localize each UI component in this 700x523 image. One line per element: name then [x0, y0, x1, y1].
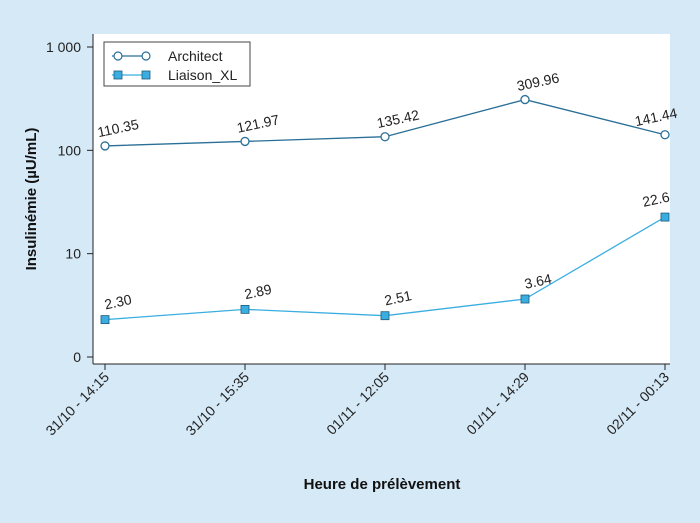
data-point-architect	[240, 136, 250, 147]
data-point-liaison-xl	[380, 311, 390, 321]
data-point-architect	[520, 94, 530, 105]
data-label-liaison-xl: 2.30	[103, 291, 133, 312]
legend-label-liaison: Liaison_XL	[168, 67, 237, 83]
y-tick-label: 100	[58, 142, 82, 158]
data-point-architect	[660, 130, 670, 140]
x-tick-label: 31/10 - 14:15	[42, 369, 112, 439]
x-tick-label: 31/10 - 15:35	[182, 369, 252, 439]
legend-marker-architect	[113, 51, 123, 61]
data-label-liaison-xl: 22.6	[641, 188, 671, 209]
y-tick-label: 10	[65, 246, 81, 262]
y-tick-label: 1 000	[46, 39, 81, 55]
legend-box	[103, 41, 251, 87]
x-ticks: 31/10 - 14:15 31/10 - 15:35 01/11 - 12:05 0…	[42, 364, 672, 438]
data-point-architect	[100, 141, 110, 151]
data-point-liaison-xl	[520, 294, 530, 304]
data-point-architect	[380, 132, 390, 142]
data-point-liaison-xl	[660, 212, 670, 222]
x-tick-label: 01/11 - 14:29	[463, 369, 532, 438]
x-tick-label: 01/11 - 12:05	[323, 369, 392, 438]
data-label-liaison-xl: 2.89	[243, 281, 273, 302]
data-point-liaison-xl	[100, 315, 110, 325]
data-label-liaison-xl: 2.51	[383, 287, 413, 308]
data-point-liaison-xl	[240, 304, 250, 314]
legend-label-architect: Architect	[168, 48, 223, 64]
x-tick-label: 02/11 - 00:13	[603, 369, 672, 438]
data-label-liaison-xl: 3.64	[523, 270, 553, 291]
legend: Architect Liaison_XL	[103, 41, 251, 87]
x-axis-title: Heure de prélèvement	[304, 476, 461, 493]
legend-marker-liaison-2	[141, 70, 151, 80]
y-tick-label: 0	[73, 349, 81, 365]
legend-marker-liaison	[113, 70, 123, 80]
y-axis-title: Insulinémie (µU/mL)	[23, 128, 40, 271]
plot-area	[93, 34, 670, 364]
legend-marker-architect-2	[141, 51, 151, 61]
